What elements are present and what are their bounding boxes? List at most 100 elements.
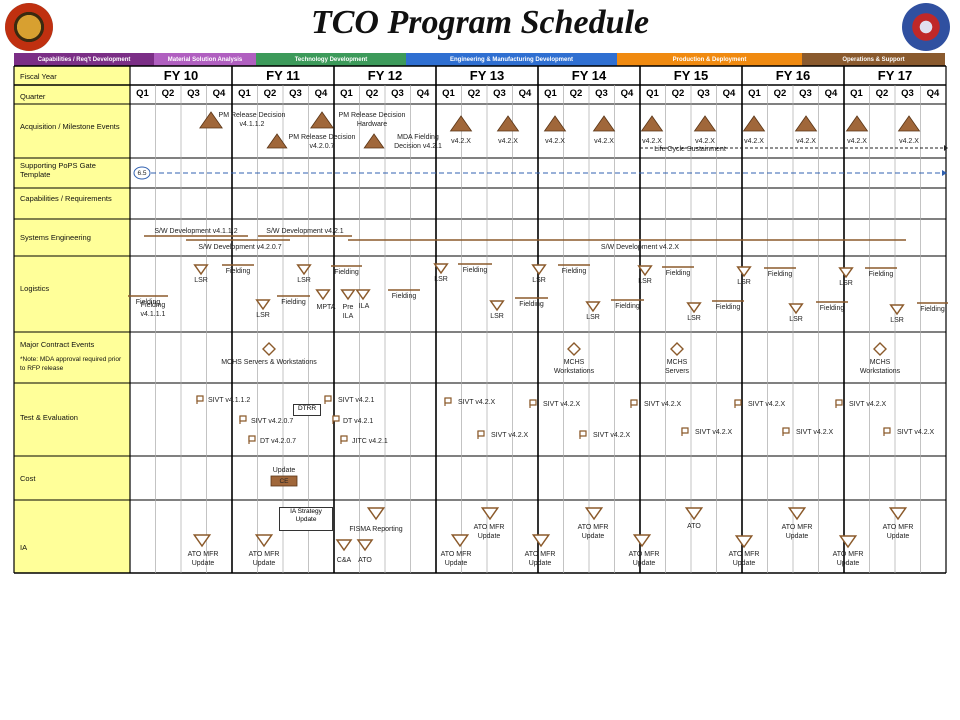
cost-estimate-box bbox=[270, 475, 298, 487]
lsr-label-5: LSR bbox=[737, 279, 751, 286]
ato-mfr-low-0: ATO MFR Update bbox=[187, 551, 219, 567]
sivt-42x-label-1: SIVT v4.2.X bbox=[491, 432, 529, 439]
quarter-header-17: Q2 bbox=[569, 88, 583, 99]
sivt-42x-label-6: SIVT v4.2.X bbox=[748, 401, 786, 408]
command-seal-logo bbox=[902, 3, 950, 51]
lsr-label-4: LSR bbox=[638, 278, 652, 285]
fy-header-6: FY 16 bbox=[775, 68, 811, 83]
quarter-header-25: Q2 bbox=[773, 88, 787, 99]
cost-ce-label: CE bbox=[279, 478, 289, 485]
ato-mfr-marker bbox=[787, 507, 807, 521]
sw-dev-2-label: S/W Development v4.2.1 bbox=[266, 228, 344, 235]
row-label-acquisition: Acquisition / Milestone Events bbox=[20, 122, 120, 131]
fy-header-1: FY 11 bbox=[266, 68, 300, 83]
quarter-header-20: Q1 bbox=[646, 88, 659, 99]
ato-mfr-high-2: ATO MFR Update bbox=[781, 524, 813, 540]
quarter-header-1: Q2 bbox=[161, 88, 175, 99]
lsr-marker bbox=[255, 299, 271, 311]
v42x-label-5: v4.2.X bbox=[695, 138, 715, 145]
sw-dev-1-label: S/W Development v4.1.1.2 bbox=[154, 228, 238, 235]
cna-label: C&A bbox=[336, 557, 352, 564]
pm-release-hw-marker bbox=[310, 111, 334, 129]
lsr-marker bbox=[686, 302, 702, 314]
quarter-header-6: Q3 bbox=[289, 88, 302, 99]
quarter-header-18: Q3 bbox=[595, 88, 608, 99]
ato-cna-marker bbox=[356, 539, 374, 552]
pm-release-2-label: PM Release Decision v4.2.0.7 bbox=[288, 134, 356, 150]
row-label-ia: IA bbox=[20, 543, 28, 552]
quarter-header-7: Q4 bbox=[314, 88, 328, 99]
sivt-42x-flag bbox=[529, 399, 537, 406]
dtrr-box: DTRR bbox=[293, 404, 321, 416]
fy-header-3: FY 13 bbox=[469, 68, 505, 83]
row-label-capabilities: Capabilities / Requirements bbox=[20, 194, 112, 203]
v42x-release-marker bbox=[845, 115, 869, 132]
pops-arrowhead bbox=[942, 170, 947, 176]
lsr-label-11: LSR bbox=[789, 316, 803, 323]
sw-dev-3-label: S/W Development v4.2.0.7 bbox=[198, 244, 282, 251]
fielding-label-5: Fielding bbox=[767, 271, 793, 278]
row-note-mda: *Note: MDA approval required prior to RF… bbox=[20, 356, 122, 372]
sivt-42x-label-5: SIVT v4.2.X bbox=[695, 429, 733, 436]
page-title: TCO Program Schedule bbox=[310, 4, 650, 41]
fy-header-5: FY 15 bbox=[673, 68, 709, 83]
quarter-header-13: Q2 bbox=[467, 88, 481, 99]
quarter-header-27: Q4 bbox=[824, 88, 838, 99]
mchs-s-diamond bbox=[670, 342, 684, 356]
quarter-header-14: Q3 bbox=[493, 88, 506, 99]
mchs-w2-label: MCHS Workstations bbox=[859, 359, 901, 375]
v42x-release-marker bbox=[693, 115, 717, 132]
phase-3: Technology Development bbox=[256, 53, 406, 66]
v42x-release-marker bbox=[496, 115, 520, 132]
sivt-421-flag bbox=[324, 395, 332, 402]
fielding-label-12: Fielding bbox=[715, 304, 741, 311]
lcs-arrowhead bbox=[944, 145, 948, 151]
lsr-marker bbox=[296, 264, 312, 276]
row-label-logistics: Logistics bbox=[20, 284, 50, 293]
v42x-label-4: v4.2.X bbox=[642, 138, 662, 145]
fielding-label-14: Fielding bbox=[920, 306, 945, 313]
fielding-v4111-label: Fielding v4.1.1.1 bbox=[140, 302, 166, 318]
lsr-label-7: LSR bbox=[256, 312, 270, 319]
row-label-fiscal_year: Fiscal Year bbox=[20, 72, 57, 81]
lsr-label-12: LSR bbox=[890, 317, 904, 324]
row-label-quarter: Quarter bbox=[20, 92, 46, 101]
v42x-label-1: v4.2.X bbox=[498, 138, 518, 145]
ato-mfr-marker bbox=[254, 534, 274, 548]
pm-release-v4112-marker bbox=[199, 111, 223, 129]
v42x-label-2: v4.2.X bbox=[545, 138, 565, 145]
ato-mfr-high-3: ATO MFR Update bbox=[882, 524, 914, 540]
v42x-release-marker bbox=[592, 115, 616, 132]
fielding-label-4: Fielding bbox=[665, 270, 691, 277]
sivt-4112-flag bbox=[196, 395, 204, 402]
fielding-label-8: Fielding bbox=[281, 299, 306, 306]
sivt-42x-flag bbox=[734, 399, 742, 406]
dt-4207-label: DT v4.2.0.7 bbox=[260, 438, 297, 445]
row-label-pops: Supporting PoPS Gate Template bbox=[20, 161, 96, 179]
army-logo bbox=[5, 3, 53, 51]
quarter-header-30: Q3 bbox=[901, 88, 914, 99]
lsr-label-9: LSR bbox=[586, 314, 600, 321]
row-label-cost: Cost bbox=[20, 474, 36, 483]
fisma-marker bbox=[366, 507, 386, 521]
sivt-42x-flag bbox=[681, 427, 689, 434]
quarter-header-24: Q1 bbox=[748, 88, 761, 99]
lsr-marker bbox=[637, 265, 653, 277]
ato-mfr-low-4: ATO MFR Update bbox=[628, 551, 660, 567]
sivt-4207-label: SIVT v4.2.0.7 bbox=[251, 418, 294, 425]
jitc-421-label: JITC v4.2.1 bbox=[352, 438, 388, 445]
ato-mfr-high-0: ATO MFR Update bbox=[473, 524, 505, 540]
sivt-42x-flag bbox=[835, 399, 843, 406]
fy-header-0: FY 10 bbox=[163, 68, 199, 83]
sivt-42x-flag bbox=[883, 427, 891, 434]
mchs-w-diamond bbox=[567, 342, 581, 356]
lsr-marker bbox=[736, 266, 752, 278]
sivt-42x-label-8: SIVT v4.2.X bbox=[849, 401, 887, 408]
row-label-systems_engineering: Systems Engineering bbox=[20, 233, 91, 242]
fielding-label-10: Fielding bbox=[519, 301, 544, 308]
lsr-marker bbox=[531, 264, 547, 276]
fielding-label-1: Fielding bbox=[334, 269, 359, 276]
mpta-marker bbox=[315, 289, 331, 301]
sw-dev-4-label: S/W Development v4.2.X bbox=[600, 244, 680, 251]
pre-ila-marker bbox=[340, 289, 356, 301]
